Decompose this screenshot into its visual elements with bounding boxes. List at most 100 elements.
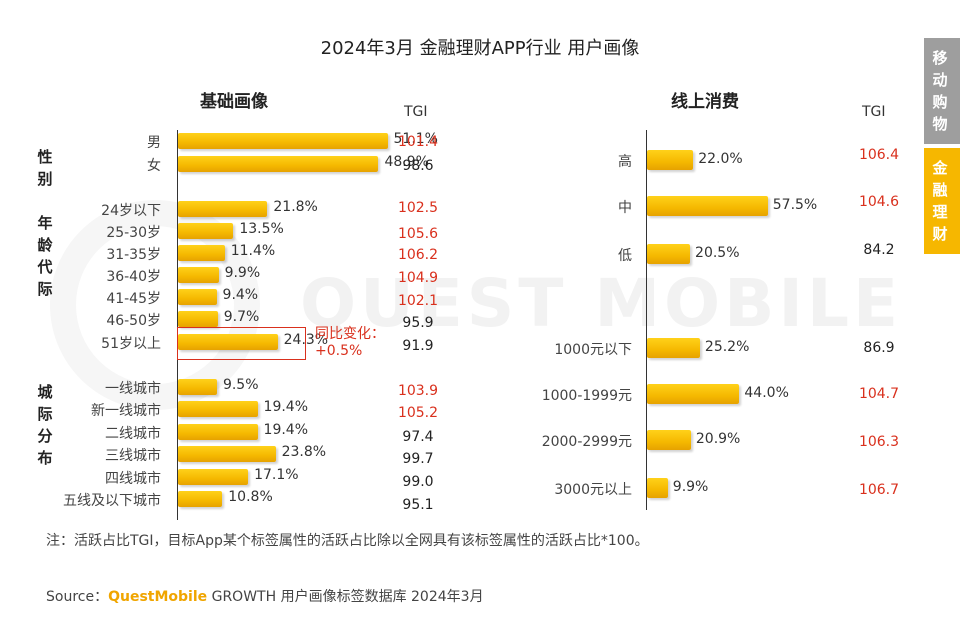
left-section-title: 基础画像 bbox=[200, 92, 268, 112]
bar bbox=[178, 245, 225, 261]
source-line: Source：QuestMobile GROWTH 用户画像标签数据库 2024… bbox=[46, 586, 484, 606]
tgi-value: 106.7 bbox=[858, 482, 900, 498]
category-label: 31-35岁 bbox=[106, 247, 161, 263]
value-label: 19.4% bbox=[263, 399, 309, 415]
right-tgi-header: TGI bbox=[862, 104, 886, 120]
tgi-value: 99.7 bbox=[402, 451, 434, 467]
tgi-value: 86.9 bbox=[863, 340, 895, 356]
value-label: 23.8% bbox=[281, 444, 327, 460]
bar bbox=[647, 384, 740, 404]
value-label: 17.1% bbox=[254, 467, 299, 483]
tgi-value: 97.4 bbox=[402, 429, 434, 445]
tgi-value: 102.5 bbox=[397, 200, 439, 216]
category-label: 五线及以下城市 bbox=[63, 493, 161, 509]
bar bbox=[647, 150, 694, 170]
category-label: 一线城市 bbox=[105, 381, 161, 397]
value-label: 13.5% bbox=[239, 221, 284, 237]
value-label: 9.9% bbox=[224, 265, 261, 281]
bar bbox=[178, 446, 276, 462]
category-label: 46-50岁 bbox=[106, 313, 161, 329]
bar bbox=[178, 223, 234, 239]
group-label: 性别 bbox=[37, 148, 53, 188]
tgi-value: 105.6 bbox=[397, 226, 439, 242]
tgi-value: 98.6 bbox=[402, 158, 434, 174]
bar bbox=[178, 289, 217, 305]
bar bbox=[647, 430, 691, 450]
category-label: 高 bbox=[618, 154, 632, 170]
tgi-value: 104.6 bbox=[858, 194, 900, 210]
bar bbox=[178, 491, 223, 507]
tab-mobile-shopping[interactable]: 移动购物 bbox=[924, 38, 960, 144]
tgi-value: 104.9 bbox=[397, 270, 439, 286]
tgi-value: 91.9 bbox=[402, 338, 434, 354]
bar bbox=[178, 379, 217, 395]
value-label: 9.5% bbox=[222, 377, 259, 393]
category-label: 1000元以下 bbox=[554, 342, 632, 358]
tgi-value: 95.1 bbox=[402, 497, 434, 513]
tgi-value: 104.7 bbox=[858, 386, 900, 402]
change-annotation: 同比变化： +0.5% bbox=[315, 326, 385, 359]
value-label: 25.2% bbox=[704, 339, 750, 355]
value-label: 11.4% bbox=[230, 243, 276, 259]
bar bbox=[647, 338, 700, 358]
value-label: 9.9% bbox=[672, 479, 709, 495]
value-label: 21.8% bbox=[273, 199, 318, 215]
tgi-value: 106.2 bbox=[397, 247, 439, 263]
tgi-value: 106.3 bbox=[858, 434, 900, 450]
tgi-value: 99.0 bbox=[402, 474, 434, 490]
source-text: GROWTH 用户画像标签数据库 2024年3月 bbox=[211, 589, 484, 605]
bar bbox=[647, 196, 768, 216]
category-label: 2000-2999元 bbox=[541, 434, 632, 450]
category-label: 25-30岁 bbox=[106, 225, 161, 241]
value-label: 48.9% bbox=[384, 154, 429, 170]
highlight-box bbox=[177, 327, 306, 360]
category-label: 51岁以上 bbox=[101, 336, 161, 352]
tab-label: 金融理财 bbox=[932, 159, 948, 243]
group-label: 城际分布 bbox=[37, 383, 53, 467]
tgi-value: 101.4 bbox=[397, 134, 439, 150]
category-label: 二线城市 bbox=[105, 426, 161, 442]
chart-title: 2024年3月 金融理财APP行业 用户画像 bbox=[320, 38, 640, 59]
right-axis-line bbox=[646, 130, 647, 510]
tgi-value: 102.1 bbox=[397, 293, 439, 309]
value-label: 51.1% bbox=[393, 131, 438, 147]
value-label: 20.9% bbox=[695, 431, 741, 447]
tgi-value: 103.9 bbox=[397, 383, 439, 399]
left-axis-line bbox=[177, 130, 178, 520]
category-label: 男 bbox=[147, 135, 161, 151]
value-label: 20.5% bbox=[695, 245, 740, 261]
category-label: 女 bbox=[147, 158, 161, 174]
category-label: 新一线城市 bbox=[91, 403, 161, 419]
value-label: 9.4% bbox=[222, 287, 259, 303]
bar bbox=[647, 244, 691, 264]
value-label: 22.0% bbox=[698, 151, 743, 167]
tgi-value: 95.9 bbox=[402, 315, 434, 331]
category-label: 低 bbox=[618, 248, 632, 264]
bar bbox=[178, 156, 379, 172]
watermark: QUEST MOBILE bbox=[300, 265, 903, 342]
value-label: 10.8% bbox=[228, 489, 273, 505]
category-label: 1000-1999元 bbox=[541, 388, 632, 404]
value-label: 57.5% bbox=[772, 197, 818, 213]
bar bbox=[178, 201, 268, 217]
source-prefix: Source： bbox=[46, 589, 109, 605]
right-section-title: 线上消费 bbox=[671, 92, 739, 112]
category-label: 3000元以上 bbox=[554, 482, 632, 498]
bar bbox=[178, 424, 258, 440]
tgi-value: 84.2 bbox=[863, 242, 895, 258]
tab-finance[interactable]: 金融理财 bbox=[924, 148, 960, 254]
bar bbox=[647, 478, 668, 498]
bar bbox=[178, 267, 219, 283]
bar bbox=[178, 133, 388, 149]
category-label: 中 bbox=[618, 200, 632, 216]
category-label: 41-45岁 bbox=[106, 291, 161, 307]
bar bbox=[178, 311, 218, 327]
footnote: 注：活跃占比TGI，目标App某个标签属性的活跃占比除以全网具有该标签属性的活跃… bbox=[46, 533, 649, 549]
category-label: 四线城市 bbox=[105, 471, 161, 487]
bar bbox=[178, 334, 278, 350]
source-brand: QuestMobile bbox=[108, 589, 208, 605]
category-label: 24岁以下 bbox=[101, 203, 161, 219]
tgi-value: 106.4 bbox=[858, 147, 900, 163]
value-label: 19.4% bbox=[263, 422, 309, 438]
